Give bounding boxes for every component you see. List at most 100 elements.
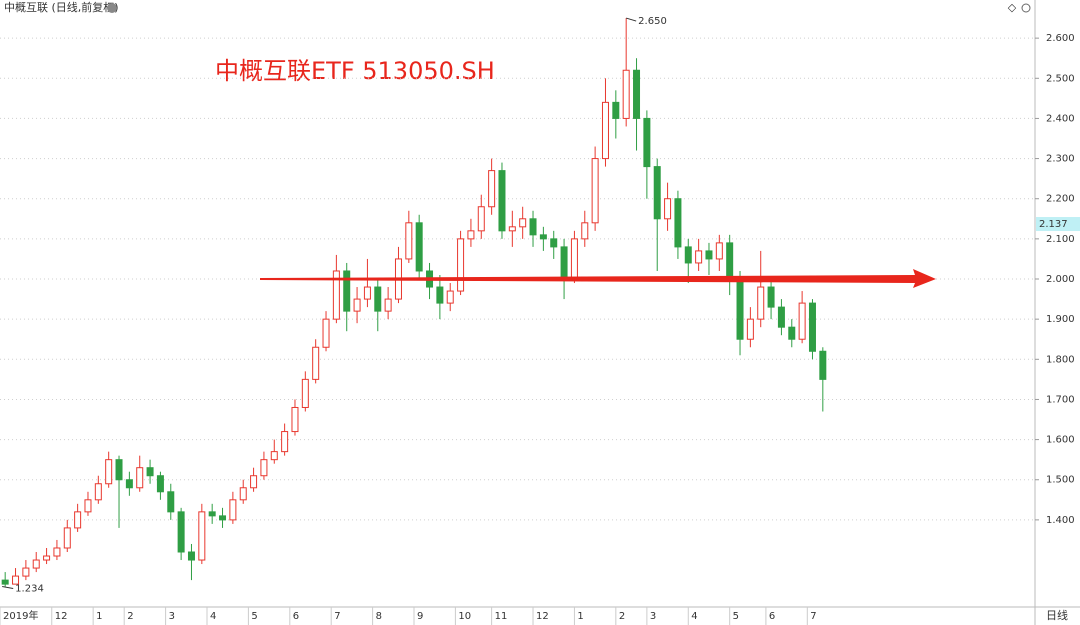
candle-body bbox=[612, 101, 620, 119]
candle-body bbox=[219, 515, 227, 521]
x-tick-label: 5 bbox=[733, 611, 739, 622]
candle-body bbox=[508, 226, 516, 232]
candle-body bbox=[777, 306, 785, 328]
x-tick-label: 8 bbox=[376, 611, 382, 622]
candle-body bbox=[653, 166, 661, 220]
candle-body bbox=[312, 346, 320, 380]
candle-body bbox=[622, 69, 630, 119]
x-tick-label: 5 bbox=[251, 611, 257, 622]
candle-body bbox=[115, 459, 123, 481]
candle-body bbox=[208, 511, 216, 517]
candle-body bbox=[63, 527, 71, 549]
candle-body bbox=[105, 459, 113, 485]
candle-body bbox=[643, 117, 651, 168]
candle-body bbox=[529, 218, 537, 236]
candle-body bbox=[12, 575, 20, 585]
x-tick-label: 1 bbox=[577, 611, 583, 622]
candle-body bbox=[177, 511, 185, 553]
x-tick-label: 12 bbox=[536, 611, 549, 622]
x-tick-label: 12 bbox=[55, 611, 68, 622]
candle-body bbox=[84, 499, 92, 513]
candle-body bbox=[22, 567, 30, 577]
gear-icon[interactable] bbox=[1021, 3, 1031, 13]
reference-arrow bbox=[260, 269, 936, 289]
candle-body bbox=[250, 475, 258, 489]
cursor-price-box bbox=[1036, 217, 1080, 232]
y-tick-label: 2.600 bbox=[1046, 33, 1075, 44]
x-tick-label: 11 bbox=[495, 611, 508, 622]
candle-body bbox=[332, 270, 340, 320]
candle-body bbox=[467, 230, 475, 240]
candle-body bbox=[726, 242, 734, 280]
y-tick-label: 2.500 bbox=[1046, 73, 1075, 84]
period-label: 日线 bbox=[1046, 608, 1068, 622]
x-tick-label: 1 bbox=[96, 611, 102, 622]
candle-body bbox=[757, 286, 765, 320]
candle-body bbox=[705, 250, 713, 260]
candle-body bbox=[322, 318, 330, 348]
candle-body bbox=[343, 270, 351, 312]
candle-body bbox=[260, 459, 268, 477]
x-tick-label: 6 bbox=[293, 611, 299, 622]
candle-body bbox=[436, 286, 444, 304]
candle-body bbox=[591, 158, 599, 224]
x-tick-label: 4 bbox=[210, 611, 216, 622]
candle-body bbox=[684, 246, 692, 264]
candle-body bbox=[819, 350, 827, 380]
candle-body bbox=[363, 286, 371, 300]
candle-body bbox=[788, 326, 796, 340]
candle-body bbox=[32, 559, 40, 569]
y-tick-label: 1.600 bbox=[1046, 435, 1075, 446]
candle-body bbox=[415, 222, 423, 272]
candle-body bbox=[353, 298, 361, 312]
low-pointer bbox=[2, 586, 14, 590]
candle-body bbox=[736, 278, 744, 340]
candle-body bbox=[570, 238, 578, 280]
candle-body bbox=[146, 467, 154, 477]
y-tick-label: 2.300 bbox=[1046, 154, 1075, 165]
y-tick-label: 1.500 bbox=[1046, 475, 1075, 486]
candle-body bbox=[664, 198, 672, 220]
candle-body bbox=[581, 222, 589, 240]
settings-icon[interactable] bbox=[107, 3, 117, 13]
candle-body bbox=[74, 511, 82, 529]
x-tick-label: 3 bbox=[169, 611, 175, 622]
candle-body bbox=[167, 491, 175, 513]
candle-body bbox=[560, 246, 568, 280]
y-tick-label: 1.700 bbox=[1046, 394, 1075, 405]
x-tick-label: 4 bbox=[691, 611, 697, 622]
candle-body bbox=[808, 302, 816, 352]
candle-body bbox=[291, 406, 299, 433]
candle-body bbox=[187, 551, 195, 561]
candle-body bbox=[43, 555, 51, 561]
y-tick-label: 2.000 bbox=[1046, 274, 1075, 285]
x-tick-label: 7 bbox=[810, 611, 816, 622]
x-tick-label: 2 bbox=[619, 611, 625, 622]
candle-body bbox=[384, 298, 392, 312]
y-tick-label: 1.900 bbox=[1046, 314, 1075, 325]
diamond-icon[interactable]: ◇ bbox=[1008, 1, 1017, 14]
candle-body bbox=[746, 318, 754, 340]
chart-title: 中概互联 (日线,前复权) bbox=[4, 0, 119, 14]
candle-body bbox=[125, 479, 133, 489]
candle-body bbox=[519, 218, 527, 228]
candle-body bbox=[229, 499, 237, 521]
candle-body bbox=[270, 451, 278, 461]
candle-body bbox=[477, 206, 485, 232]
candle-body bbox=[539, 234, 547, 240]
candle-body bbox=[136, 467, 144, 489]
candle-body bbox=[53, 547, 61, 557]
y-tick-label: 1.800 bbox=[1046, 354, 1075, 365]
candle-body bbox=[695, 250, 703, 264]
candle-body bbox=[633, 69, 641, 119]
y-tick-label: 2.200 bbox=[1046, 194, 1075, 205]
high-pointer bbox=[626, 17, 637, 22]
x-tick-label: 2019年 bbox=[3, 609, 38, 622]
candle-body bbox=[301, 378, 309, 408]
x-tick-label: 9 bbox=[417, 611, 423, 622]
x-tick-label: 3 bbox=[650, 611, 656, 622]
candle-body bbox=[94, 483, 102, 501]
annotation: 中概互联ETF 513050.SH bbox=[215, 57, 495, 85]
